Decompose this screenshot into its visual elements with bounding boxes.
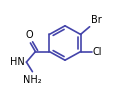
Text: Cl: Cl — [92, 47, 101, 57]
Text: NH₂: NH₂ — [23, 74, 41, 85]
Text: Br: Br — [90, 15, 100, 25]
Text: HN: HN — [10, 57, 24, 67]
Text: O: O — [25, 30, 33, 40]
